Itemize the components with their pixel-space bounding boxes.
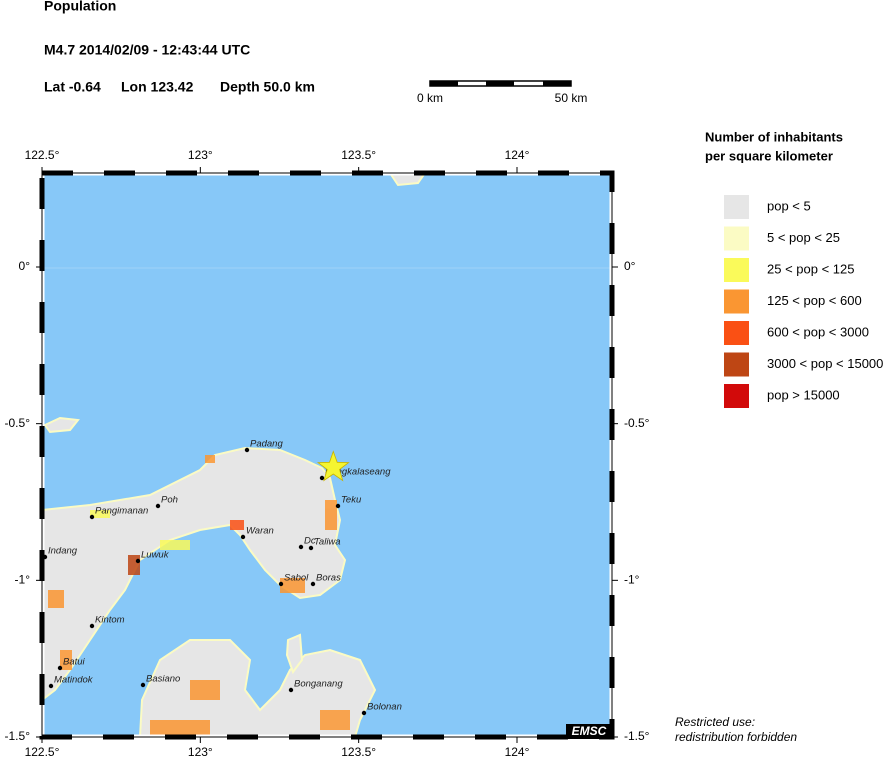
y-tick-label: -1° [624, 573, 640, 587]
place-label: Pangimanan [95, 506, 148, 517]
place-label: Teku [341, 495, 362, 506]
place-label: Kintom [95, 615, 125, 626]
y-tick-label: 0° [624, 259, 636, 273]
legend-label: 125 < pop < 600 [767, 293, 862, 308]
y-tick-label: -0.5° [5, 416, 31, 430]
place-dot [135, 558, 141, 564]
place-dot [310, 581, 316, 587]
place-label: Indang [48, 546, 78, 557]
place-label: Poh [161, 495, 178, 506]
scale-label: 50 km [555, 91, 588, 105]
x-tick-label: 124° [505, 148, 530, 162]
y-tick-label: -1.5° [5, 729, 31, 743]
legend-swatch [724, 384, 749, 408]
y-tick-label: 0° [19, 259, 31, 273]
place-dot [308, 545, 314, 551]
place-label: Taliwa [314, 537, 341, 548]
legend-label: 3000 < pop < 15000 [767, 356, 883, 371]
place-dot [240, 534, 246, 540]
event: M4.7 2014/02/09 - 12:43:44 UTC [44, 42, 250, 58]
scale-bar [429, 80, 572, 87]
title: Population [44, 0, 116, 14]
legend-swatch [724, 195, 749, 219]
place-label: Bolonan [367, 702, 402, 713]
legend-swatch [724, 321, 749, 345]
place-dot [48, 683, 54, 689]
place-dot [244, 447, 250, 453]
y-tick-label: -0.5° [624, 416, 650, 430]
place-label: Matindok [54, 675, 94, 686]
place-dot [335, 503, 341, 509]
place-dot [288, 687, 294, 693]
place-label: Batui [63, 657, 86, 668]
legend-label: 5 < pop < 25 [767, 230, 840, 245]
lat: Lat -0.64 [44, 79, 101, 95]
x-tick-label: 122.5° [25, 148, 60, 162]
x-tick-label: 123° [188, 745, 213, 759]
place-label: Sabol [284, 573, 309, 584]
legend-label: pop > 15000 [767, 387, 840, 402]
y-tick-label: -1.5° [624, 729, 650, 743]
place-label: Bonganang [294, 679, 343, 690]
place-label: Waran [246, 526, 274, 537]
x-tick-label: 123.5° [341, 745, 376, 759]
place-label: Padang [250, 439, 283, 450]
place-label: Pangkalaseang [325, 467, 391, 478]
epicenter [316, 450, 350, 482]
place-dot [57, 665, 63, 671]
legend-label: pop < 5 [767, 198, 811, 213]
place-dot [361, 710, 367, 716]
y-tick-label: -1° [15, 573, 31, 587]
legend-swatch [724, 258, 749, 282]
place-dot [89, 514, 95, 520]
notice: Restricted use: [675, 715, 755, 729]
badge-bg [566, 724, 612, 739]
x-tick-label: 124° [505, 745, 530, 759]
place-dot [319, 475, 325, 481]
legend-title: Number of inhabitants [705, 129, 843, 144]
legend-title: per square kilometer [705, 148, 833, 163]
scale-label: 0 km [417, 91, 443, 105]
place-dot [140, 682, 146, 688]
place-dot [298, 544, 304, 550]
place-label: Boras [316, 573, 341, 584]
legend-swatch [724, 289, 749, 314]
map-area [42, 173, 612, 737]
place-dot [42, 554, 48, 560]
badge: EMSC [572, 724, 607, 738]
legend-swatch [724, 352, 749, 377]
place-label: Luwuk [141, 550, 170, 561]
place-label: Basiano [146, 674, 180, 685]
place-dot [89, 623, 95, 629]
place-label: Dc [304, 536, 316, 547]
legend-label: 25 < pop < 125 [767, 261, 854, 276]
notice: redistribution forbidden [675, 730, 797, 744]
legend-swatch [724, 226, 749, 251]
depth: Depth 50.0 km [220, 79, 315, 95]
place-dot [278, 581, 284, 587]
x-tick-label: 122.5° [25, 745, 60, 759]
x-tick-label: 123.5° [341, 148, 376, 162]
x-tick-label: 123° [188, 148, 213, 162]
lon: Lon 123.42 [121, 79, 194, 95]
place-dot [155, 503, 161, 509]
legend-label: 600 < pop < 3000 [767, 324, 869, 339]
frame-line [41, 172, 613, 738]
